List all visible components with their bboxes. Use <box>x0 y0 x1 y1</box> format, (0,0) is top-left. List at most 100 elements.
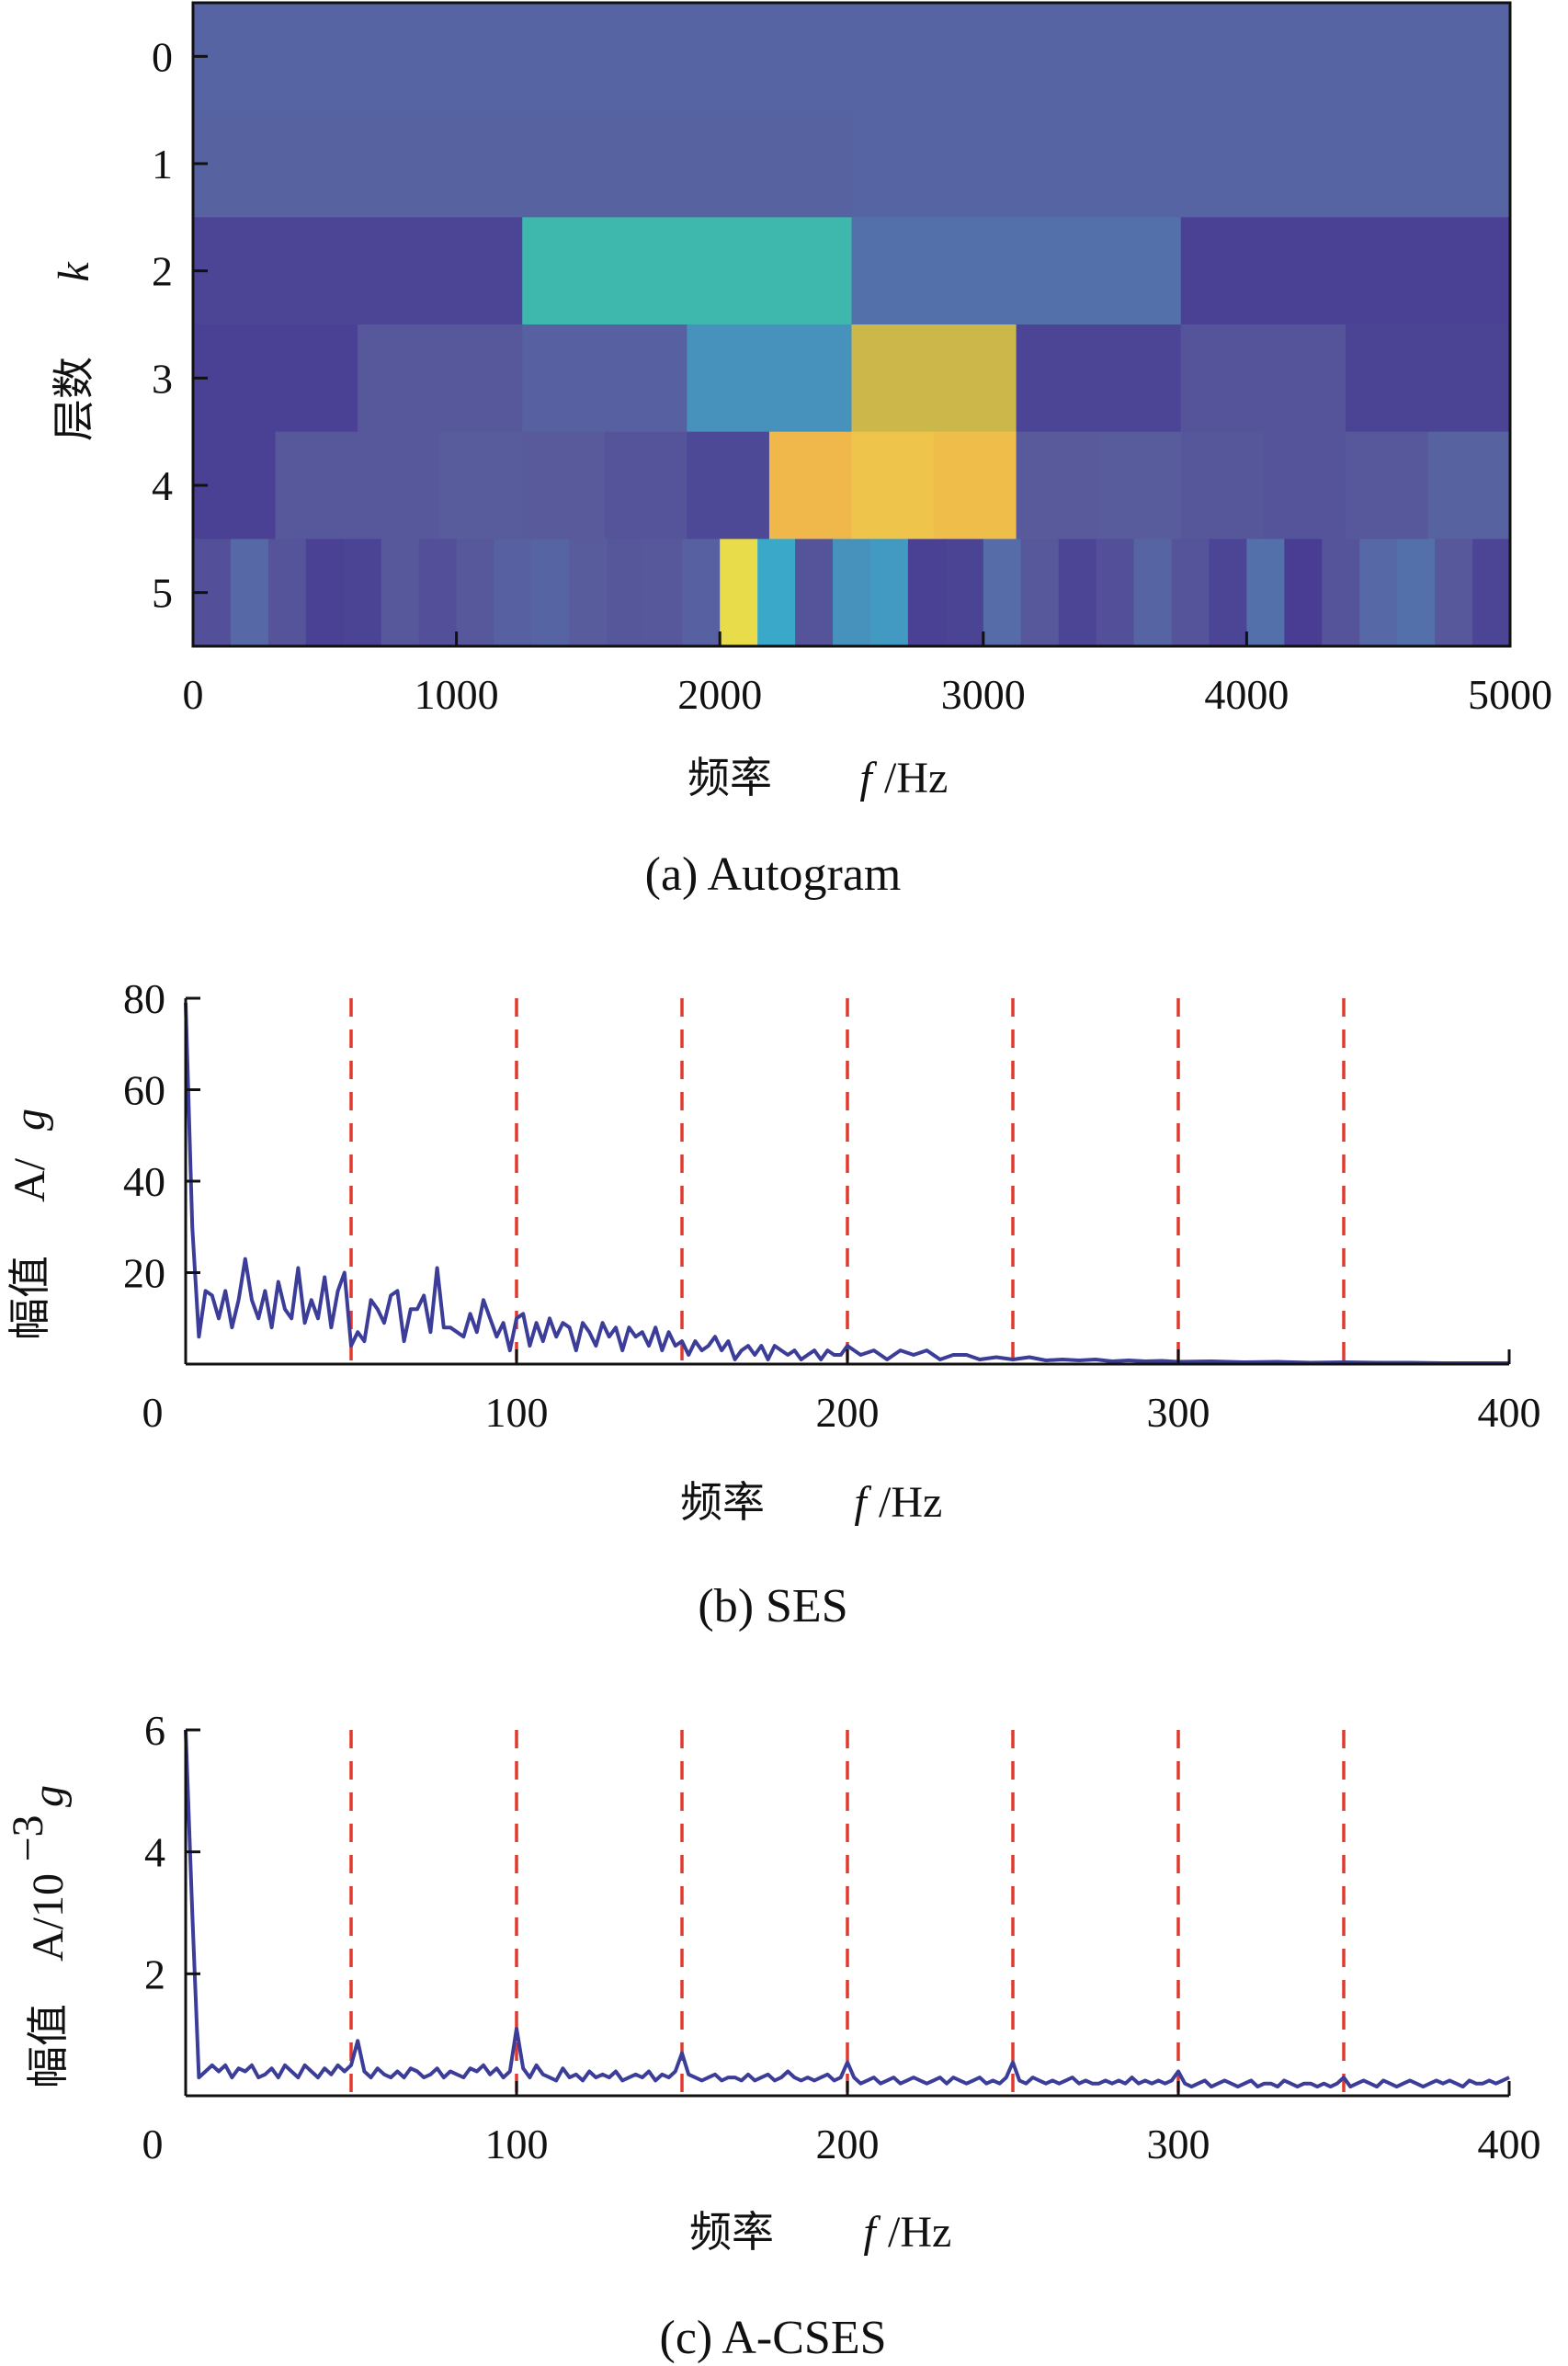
x-tick-label: 100 <box>485 2121 549 2167</box>
heatmap-cell <box>358 431 441 540</box>
heatmap-cell <box>1359 539 1398 647</box>
heatmap-cell <box>456 539 495 647</box>
heatmap-cell <box>757 539 796 647</box>
acses-x-ticks: 100 200 300 400 <box>184 2081 1541 2167</box>
ses-y-ticks: 20 40 60 80 <box>123 975 200 1297</box>
heatmap-cell <box>1180 324 1346 433</box>
ses-ylabel-var: g <box>6 1109 54 1131</box>
heatmap-cell <box>230 539 269 647</box>
heatmap-cell <box>851 431 935 540</box>
heatmap-cell <box>1209 539 1247 647</box>
y-tick-label: 2 <box>144 1951 165 1997</box>
heatmap-cell <box>1016 431 1099 540</box>
heatmap-cell <box>1427 431 1511 540</box>
acses-ylabel-exp: −3 <box>4 1814 52 1861</box>
heatmap-cell <box>1472 539 1511 647</box>
heatmap-cell <box>983 539 1022 647</box>
acses-panel: 100 200 300 400 2 4 6 0 频率 f /Hz 幅值 A/10 −3 g… <box>4 1707 1541 2364</box>
heatmap-cell <box>381 539 420 647</box>
autogram-caption: (a) Autogram <box>645 848 902 901</box>
heatmap-cell <box>604 431 687 540</box>
heatmap-cell <box>305 539 345 647</box>
heatmap-cell <box>1180 431 1264 540</box>
heatmap-cell <box>494 539 533 647</box>
autogram-ylabel-prefix: 层数 <box>49 357 98 441</box>
heatmap-cell <box>907 539 947 647</box>
heatmap-cell <box>869 539 909 647</box>
autogram-heatmap-cells <box>193 3 1511 647</box>
x-tick-label: 4000 <box>1204 671 1289 718</box>
heatmap-cell <box>358 324 523 433</box>
acses-caption: (c) A-CSES <box>660 2312 887 2364</box>
acses-ylabel-prefix: 幅值 <box>23 2004 73 2088</box>
heatmap-cell <box>851 324 1017 433</box>
heatmap-cell <box>934 431 1017 540</box>
ses-origin-label: 0 <box>142 1389 164 1436</box>
acses-spectrum-line <box>184 1729 1510 2089</box>
ses-xlabel-unit: /Hz <box>879 1478 942 1527</box>
heatmap-cell <box>682 539 721 647</box>
heatmap-cell <box>275 431 358 540</box>
x-tick-label: 3000 <box>941 671 1026 718</box>
y-tick-label: 80 <box>123 975 165 1022</box>
heatmap-cell <box>644 539 683 647</box>
heatmap-cell <box>687 431 770 540</box>
acses-fault-frequency-lines <box>349 1730 1346 2096</box>
heatmap-cell <box>1133 539 1173 647</box>
heatmap-cell <box>343 539 382 647</box>
x-tick-label: 2000 <box>677 671 762 718</box>
heatmap-cell <box>1096 539 1135 647</box>
acses-xlabel-prefix: 频率 <box>689 2207 774 2257</box>
autogram-xlabel-var: f <box>859 754 877 802</box>
heatmap-cell <box>193 3 1511 111</box>
x-tick-label: 400 <box>1478 1389 1541 1436</box>
heatmap-cell <box>1180 217 1511 325</box>
ses-panel: 100 200 300 400 20 40 60 80 0 频率 f /Hz 幅值 A/ g… <box>5 975 1541 1632</box>
autogram-xlabel-prefix: 频率 <box>687 753 772 802</box>
x-tick-label: 300 <box>1147 2121 1210 2167</box>
ses-x-ticks: 100 200 300 400 <box>184 1349 1541 1436</box>
y-tick-label: 20 <box>123 1250 165 1297</box>
y-tick-label: 1 <box>152 141 173 188</box>
heatmap-cell <box>1246 539 1285 647</box>
heatmap-cell <box>1098 431 1182 540</box>
y-tick-label: 2 <box>152 248 173 295</box>
heatmap-cell <box>687 324 853 433</box>
heatmap-cell <box>1284 539 1323 647</box>
acses-y-ticks: 2 4 6 <box>144 1707 200 1997</box>
heatmap-cell <box>522 431 606 540</box>
y-tick-label: 60 <box>123 1067 165 1114</box>
x-tick-label: 5000 <box>1468 671 1552 718</box>
x-tick-label: 100 <box>485 1389 549 1436</box>
acses-ylabel-unit: A/10 <box>24 1873 73 1962</box>
acses-ylabel-var: g <box>24 1785 73 1807</box>
heatmap-cell <box>522 217 853 325</box>
heatmap-cell <box>1171 539 1210 647</box>
y-tick-label: 0 <box>152 33 173 80</box>
ses-ylabel-prefix: 幅值 <box>5 1256 54 1340</box>
heatmap-cell <box>439 431 523 540</box>
heatmap-cell <box>1322 539 1360 647</box>
autogram-panel: 0 1000 2000 3000 4000 5000 0 1 2 3 4 5 频率 f /Hz 层数… <box>49 1 1552 901</box>
heatmap-cell <box>569 539 608 647</box>
autogram-ylabel-var: k <box>50 261 98 282</box>
x-tick-label: 200 <box>816 1389 880 1436</box>
x-tick-label: 1000 <box>415 671 499 718</box>
heatmap-cell <box>1016 324 1182 433</box>
heatmap-cell <box>1397 539 1436 647</box>
heatmap-cell <box>1345 431 1429 540</box>
ses-xlabel-prefix: 频率 <box>680 1477 765 1527</box>
heatmap-cell <box>795 539 834 647</box>
y-tick-label: 40 <box>123 1158 165 1205</box>
heatmap-cell <box>1058 539 1097 647</box>
heatmap-cell <box>945 539 984 647</box>
y-tick-label: 3 <box>152 355 173 402</box>
ses-spectrum-line <box>184 1002 1509 1365</box>
y-tick-label: 4 <box>152 462 173 509</box>
autogram-xlabel-unit: /Hz <box>884 754 948 802</box>
y-tick-label: 4 <box>144 1829 165 1876</box>
ses-ylabel-unit: A/ <box>6 1157 54 1202</box>
heatmap-cell <box>768 431 853 540</box>
x-tick-label: 300 <box>1147 1389 1210 1436</box>
